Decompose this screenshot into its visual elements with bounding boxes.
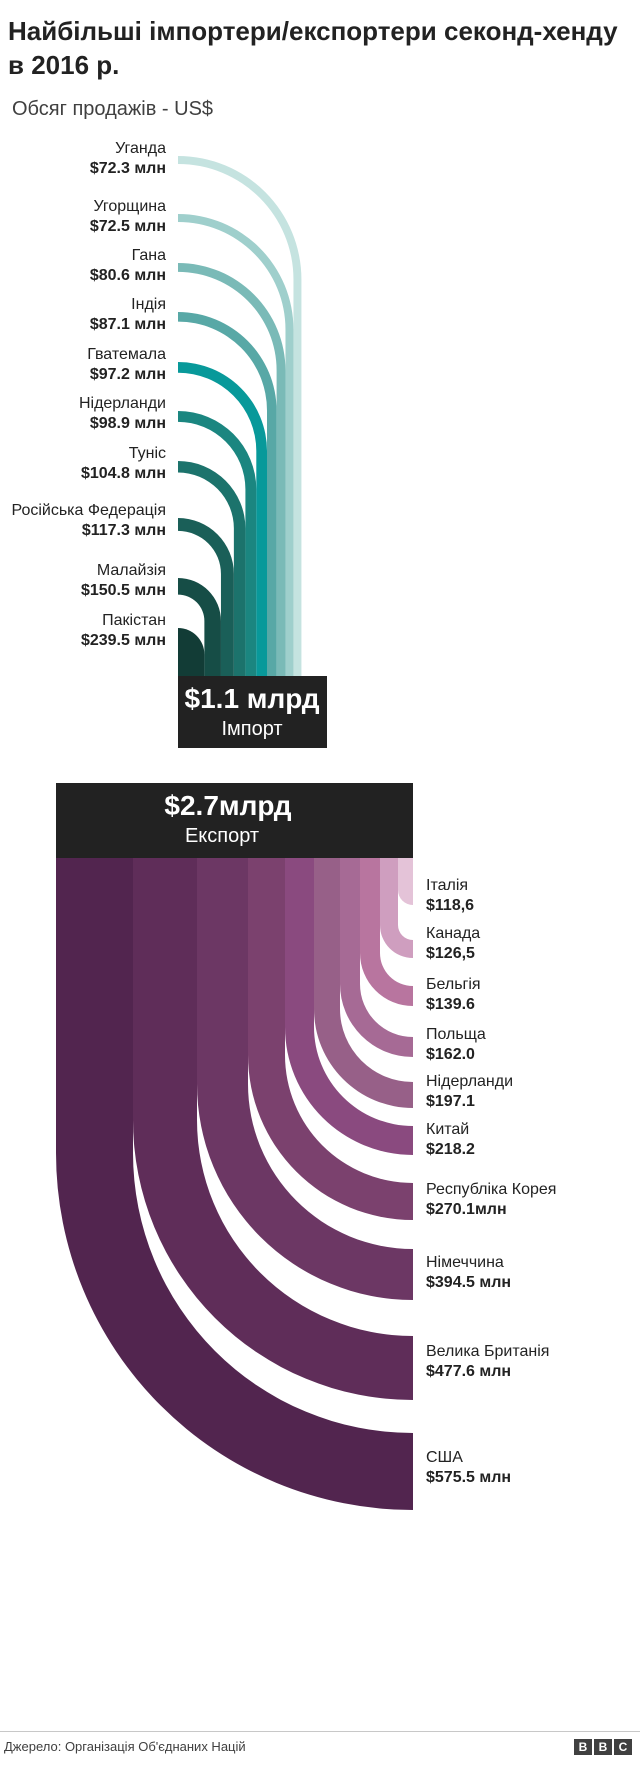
export-band-2 xyxy=(197,858,413,1300)
export-band-7 xyxy=(360,858,413,1006)
bbc-logo-letter: C xyxy=(614,1739,632,1755)
import-country-label: Гана xyxy=(132,247,167,264)
export-value-label: $118,6 xyxy=(426,897,474,914)
export-country-label: Німеччина xyxy=(426,1254,504,1271)
export-band-8 xyxy=(380,858,413,958)
export-country-label: Польща xyxy=(426,1026,486,1043)
import-country-label: Гватемала xyxy=(87,346,166,363)
export-band-5 xyxy=(314,858,413,1108)
export-total-caption: Експорт xyxy=(185,825,259,847)
arc-chart: Пакістан $239.5 млн Малайзія $150.5 млн Росі… xyxy=(11,140,556,1510)
import-total-value: $1.1 млрд xyxy=(185,683,320,714)
export-country-label: США xyxy=(426,1449,463,1466)
export-country-label: Республіка Корея xyxy=(426,1181,556,1198)
import-country-label: Туніс xyxy=(129,445,166,462)
import-band-8 xyxy=(178,578,221,676)
chart-title: Найбільші імпортери/експортери секонд-хе… xyxy=(8,16,618,80)
import-value-label: $98.9 млн xyxy=(90,415,166,432)
export-band-4 xyxy=(285,858,413,1155)
export-country-label: Нідерланди xyxy=(426,1073,513,1090)
export-value-label: $270.1млн xyxy=(426,1201,507,1218)
import-country-label: Російська Федерація xyxy=(11,502,166,519)
import-value-label: $80.6 млн xyxy=(90,267,166,284)
import-band-5 xyxy=(178,411,257,676)
export-band-6 xyxy=(340,858,413,1057)
import-value-label: $104.8 млн xyxy=(81,465,166,482)
export-value-label: $197.1 xyxy=(426,1093,475,1110)
import-country-label: Угорщина xyxy=(93,198,166,215)
bbc-logo-letter: B xyxy=(574,1739,592,1755)
bbc-logo-letter: B xyxy=(594,1739,612,1755)
footer-divider xyxy=(0,1731,640,1732)
import-band-4 xyxy=(178,361,268,676)
export-country-label: Бельгія xyxy=(426,976,481,993)
export-country-label: Китай xyxy=(426,1121,469,1138)
chart-subtitle: Обсяг продажів - US$ xyxy=(12,98,214,120)
export-total-box xyxy=(56,783,413,858)
import-total-caption: Імпорт xyxy=(221,718,282,740)
export-value-label: $126,5 xyxy=(426,945,475,962)
export-value-label: $139.6 xyxy=(426,996,475,1013)
import-country-label: Індія xyxy=(131,296,166,313)
export-country-label: Італія xyxy=(426,877,468,894)
import-country-label: Уганда xyxy=(115,140,166,157)
export-band-1 xyxy=(133,858,413,1400)
import-country-label: Малайзія xyxy=(97,562,166,579)
export-value-label: $394.5 млн xyxy=(426,1274,511,1291)
bbc-logo: B B C xyxy=(574,1739,632,1755)
export-value-label: $477.6 млн xyxy=(426,1363,511,1380)
export-band-9 xyxy=(398,858,413,905)
import-value-label: $117.3 млн xyxy=(82,522,166,539)
import-value-label: $150.5 млн xyxy=(81,582,166,599)
export-band-3 xyxy=(248,858,413,1220)
source-note: Джерело: Організація Об'єднаних Націй xyxy=(4,1739,246,1754)
import-band-6 xyxy=(178,461,246,676)
import-value-label: $239.5 млн xyxy=(81,632,166,649)
export-country-label: Канада xyxy=(426,925,480,942)
export-total-value: $2.7млрд xyxy=(164,790,291,821)
import-value-label: $87.1 млн xyxy=(90,316,166,333)
import-total-box xyxy=(178,676,327,748)
import-band-7 xyxy=(178,518,234,676)
import-country-label: Нідерланди xyxy=(79,395,166,412)
import-value-label: $72.3 млн xyxy=(90,160,166,177)
export-value-label: $218.2 xyxy=(426,1141,475,1158)
export-country-label: Велика Британія xyxy=(426,1343,549,1360)
export-value-label: $575.5 млн xyxy=(426,1469,511,1486)
import-band-9 xyxy=(178,628,205,676)
export-value-label: $162.0 xyxy=(426,1046,475,1063)
import-value-label: $97.2 млн xyxy=(90,366,166,383)
import-country-label: Пакістан xyxy=(102,612,166,629)
import-value-label: $72.5 млн xyxy=(90,218,166,235)
export-band-0 xyxy=(56,858,413,1510)
